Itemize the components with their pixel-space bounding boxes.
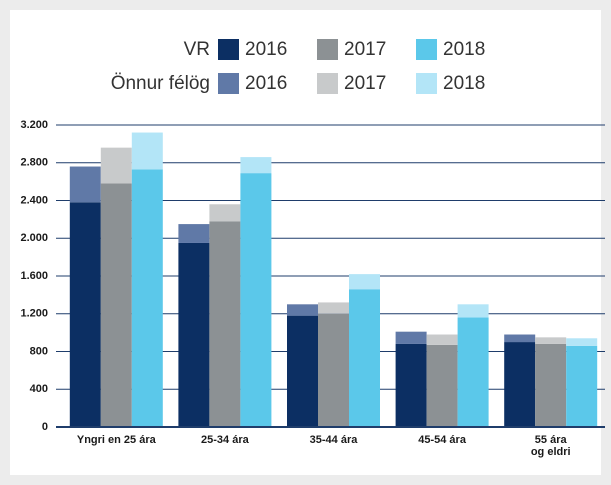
y-tick-label: 0	[42, 421, 48, 433]
x-tick-label: og eldri	[531, 446, 571, 458]
legend-swatch	[317, 39, 338, 60]
y-tick-label: 3.200	[20, 119, 48, 131]
bar-segment	[240, 157, 272, 174]
bar-segment	[426, 344, 458, 427]
bar-segment	[457, 317, 489, 427]
bar-segment	[395, 331, 427, 344]
y-tick-label: 2.400	[20, 194, 48, 206]
bar-segment	[426, 334, 458, 345]
bar-segment	[178, 242, 210, 427]
bar-segment	[318, 313, 349, 427]
y-tick-label: 2.000	[20, 232, 48, 244]
y-tick-label: 1.200	[20, 308, 48, 320]
y-tick-label: 1.600	[20, 270, 48, 282]
bar-segment	[457, 304, 489, 318]
legend-label: 2016	[245, 39, 287, 60]
legend-label: 2016	[245, 73, 287, 94]
legend-swatch	[416, 39, 437, 60]
bar-segment	[535, 343, 567, 427]
bar-segment	[69, 166, 101, 203]
legend-group-label: VR	[184, 39, 210, 60]
bar-segment	[318, 302, 349, 314]
x-tick-label: 35-44 ára	[310, 434, 359, 446]
bar-segment	[100, 183, 132, 427]
bar-segment	[349, 289, 380, 427]
x-tick-label: 45-54 ára	[418, 434, 467, 446]
bar-segment	[131, 132, 163, 170]
legend-swatch	[218, 73, 239, 94]
y-tick-label: 400	[30, 383, 48, 395]
bar-segment	[287, 304, 318, 316]
legend-swatch	[416, 73, 437, 94]
legend-swatch	[218, 39, 239, 60]
bar-segment	[504, 334, 536, 343]
x-tick-label: 25-34 ára	[201, 434, 250, 446]
bar-segment	[131, 169, 163, 427]
legend-label: 2017	[344, 39, 386, 60]
legend-label: 2018	[443, 73, 485, 94]
x-tick-label: 55 ára	[535, 434, 568, 446]
bar-segment	[395, 343, 427, 427]
legend-label: 2017	[344, 73, 386, 94]
bar-segment	[100, 147, 132, 184]
bar-segment	[209, 204, 241, 222]
bar-segment	[566, 345, 598, 427]
bar-segment	[349, 274, 380, 290]
bar-segment	[178, 224, 210, 243]
legend-group-label: Önnur félög	[111, 73, 210, 94]
bar-segment	[535, 337, 567, 344]
bar-segment	[240, 173, 272, 427]
bar-segment	[209, 221, 241, 427]
y-tick-label: 2.800	[20, 157, 48, 169]
bar-segment	[69, 202, 101, 427]
legend-swatch	[317, 73, 338, 94]
bar-segment	[287, 315, 318, 427]
x-tick-label: Yngri en 25 ára	[77, 434, 157, 446]
legend-label: 2018	[443, 39, 485, 60]
y-tick-label: 800	[30, 345, 48, 357]
bar-segment	[504, 342, 536, 427]
bar-segment	[566, 338, 598, 346]
